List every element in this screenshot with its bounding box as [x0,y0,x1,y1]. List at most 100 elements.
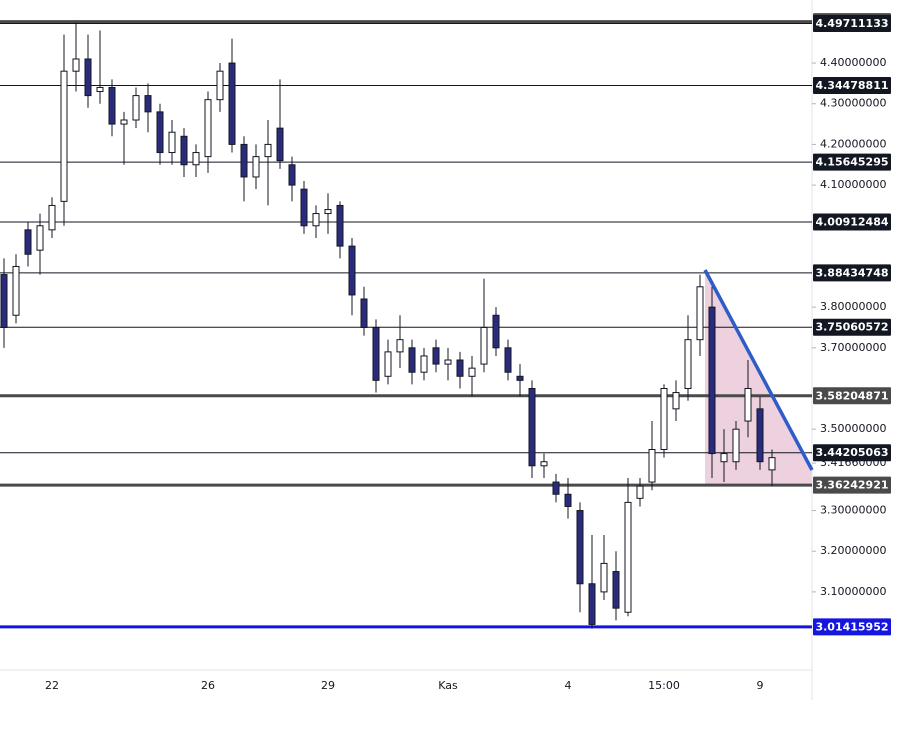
level-label-box [813,153,891,171]
candle-body [240,143,248,178]
candle-body [84,58,92,97]
y-tick-label: 3.50000000 [820,422,886,435]
candle-body [552,481,560,495]
level-label: 3.01415952 [815,620,888,633]
y-tick-label: 4.10000000 [820,178,886,191]
candle-body [120,119,128,125]
candle-body [612,571,620,609]
candle-body [324,209,332,215]
candle-body [360,298,368,328]
candle-body [576,510,584,585]
candle-body [36,225,44,251]
level-label: 4.49711133 [815,17,888,30]
level-label: 4.34478811 [815,79,888,92]
candle-body [480,326,488,365]
x-tick-label: 4 [565,679,572,692]
candle-body [636,485,644,499]
candle-body [108,86,116,125]
candle-body [732,428,740,463]
candle-body [348,245,356,296]
candle-body [684,339,692,389]
candle-body [312,213,320,227]
candle-body [144,95,152,113]
candle-body [672,392,680,410]
candle-body [336,204,344,247]
x-tick-label: Kas [438,679,458,692]
y-tick-label: 4.40000000 [820,56,886,69]
level-label: 3.58204871 [815,389,888,402]
candle-body [708,306,716,455]
candle-body [432,347,440,365]
level-label: 3.88434748 [815,266,888,279]
x-tick-label: 15:00 [648,679,680,692]
candle-body [216,70,224,101]
candle-body [180,135,188,166]
x-tick-label: 26 [201,679,215,692]
level-label-box [813,318,891,336]
candle-body [396,339,404,353]
candle-body [12,265,20,316]
y-tick-label: 4.30000000 [820,97,886,110]
level-label: 3.44205063 [815,446,888,459]
overlay: 4.40000000 4.30000000 4.20000000 4.10000000… [45,13,891,692]
candle-body [72,58,80,72]
y-tick-label: 4.20000000 [820,137,886,150]
x-tick-label: 9 [757,679,764,692]
candle-body [24,229,32,255]
candle-body [444,359,452,365]
candles [0,20,812,629]
candle-body [600,562,608,593]
level-label: 4.15645295 [815,156,888,169]
candle-body [168,131,176,154]
level-label-box [813,77,891,95]
candle-body [228,62,236,145]
candle-body [504,347,512,373]
trend-line [703,269,814,471]
y-tick-label: 3.80000000 [820,300,886,313]
level-label-box [813,213,891,231]
candle-body [156,111,164,154]
level-label-box [813,618,891,636]
level-label-box [813,444,891,462]
candle-body [300,188,308,227]
candle-body [492,314,500,349]
candle-body [60,70,68,202]
candle-body [132,95,140,121]
candle-body [48,204,56,231]
candle-body [696,286,704,341]
y-tick-label: 3.20000000 [820,544,886,557]
level-label-box [813,476,891,494]
candle-body [528,387,536,467]
candle-body [660,387,668,451]
level-label: 3.36242921 [815,479,888,492]
level-label: 3.75060572 [815,321,888,334]
x-tick-label: 22 [45,679,59,692]
candle-body [468,367,476,377]
candle-body [456,359,464,377]
candle-body [648,449,656,483]
level-label-box [813,387,891,405]
candle-body [264,143,272,158]
y-tick-label: 3.10000000 [820,585,886,598]
y-tick-label: 3.70000000 [820,341,886,354]
candle-body [372,326,380,381]
candle-body [288,164,296,186]
triangle-fill [705,270,812,486]
candle-body [204,99,212,158]
candle-body [540,461,548,467]
candle-body [384,351,392,377]
candle-body [420,355,428,373]
candle-body [516,375,524,381]
level-label-box [813,15,891,33]
candle-body [744,387,752,422]
level-label-box [813,264,891,282]
candle-body [192,152,200,166]
x-tick-label: 29 [321,679,335,692]
candle-body [756,408,764,463]
candle-body [720,453,728,463]
candle-body [624,501,632,613]
candle-body [588,583,596,625]
candle-body [0,274,8,328]
candle-body [408,347,416,373]
